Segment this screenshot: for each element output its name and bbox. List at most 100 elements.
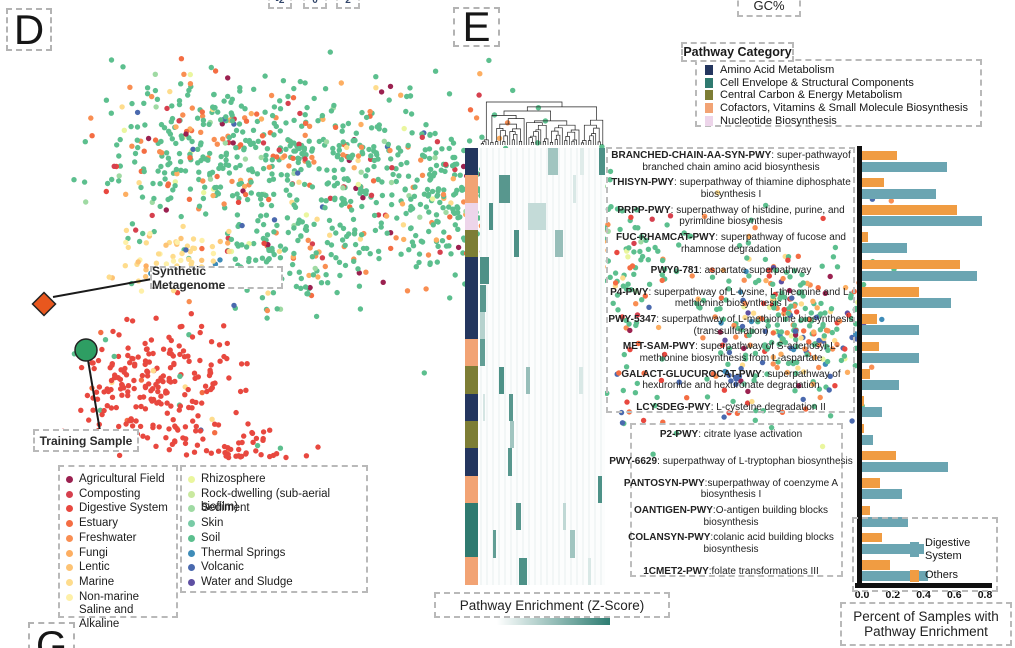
sample-dot [479, 134, 485, 140]
sample-dot [178, 81, 184, 87]
sample-dot [772, 300, 779, 306]
sample-dot [330, 150, 336, 156]
sample-dot [260, 140, 267, 146]
sample-dot [725, 286, 732, 292]
sample-dot [778, 329, 785, 335]
sample-dot [368, 153, 374, 159]
sample-dot [198, 129, 204, 135]
sample-dot [218, 153, 224, 160]
bar-legend-others-label: Others [925, 569, 959, 581]
sample-dot [632, 390, 639, 396]
sample-dot [628, 214, 634, 220]
sample-dot [311, 221, 317, 227]
sample-dot [725, 361, 731, 367]
sample-dot [109, 176, 115, 183]
sample-dot [217, 184, 224, 190]
sample-dot [834, 326, 840, 332]
legend-item-soil: Soil [182, 532, 366, 546]
sample-dot [289, 261, 296, 268]
sample-dot [719, 342, 726, 348]
sample-dot [188, 311, 194, 317]
sediment-color-dot [188, 505, 195, 513]
sample-dot [614, 206, 621, 212]
sample-dot [142, 406, 149, 412]
legend-item-lentic: Lentic [60, 561, 176, 575]
sample-dot [151, 195, 157, 202]
sample-dot [158, 401, 164, 407]
sample-dot [141, 168, 147, 175]
sample-dot [199, 113, 206, 119]
pathway-label-MET-SAM-PWY: MET-SAM-PWY: superpathway of S-adenosyl-… [622, 341, 840, 364]
sample-dot [326, 217, 333, 224]
sample-dot [283, 187, 289, 193]
sample-dot [116, 178, 122, 184]
sample-dot [197, 329, 203, 336]
sample-dot [737, 289, 744, 295]
sample-dot [137, 394, 143, 401]
sample-dot [315, 118, 321, 124]
sample-dot [363, 173, 369, 179]
sample-dot [770, 354, 776, 360]
pathway-enrichment-heatmap[interactable] [480, 148, 606, 585]
pathway-description: superpathway of L-tryptophan biosynthesi… [662, 456, 853, 468]
sample-dot [793, 370, 799, 377]
sample-dot [762, 328, 768, 334]
sample-dot [620, 275, 626, 281]
sample-dot [189, 259, 195, 265]
sample-dot [810, 381, 816, 387]
sample-dot [448, 251, 454, 257]
x-tick-0.4: 0.4 [916, 589, 931, 601]
sample-dot [259, 295, 266, 301]
sample-dot [155, 168, 161, 174]
sample-dot [210, 104, 216, 110]
sample-dot [844, 369, 851, 375]
sample-dot [134, 137, 140, 143]
legend-item-composting: Composting [60, 488, 176, 502]
sample-dot [357, 236, 364, 242]
heatmap-enrichment-streak [598, 148, 606, 176]
sample-dot [614, 249, 620, 256]
sample-dot [431, 170, 438, 176]
legend-label: Agricultural Field [79, 473, 165, 485]
sample-dot [412, 184, 418, 190]
sample-dot [277, 255, 284, 261]
sample-dot [424, 186, 431, 193]
sample-dot [535, 140, 541, 146]
sample-dot [695, 296, 701, 302]
synthetic-metagenome-marker [31, 291, 57, 317]
sample-dot [411, 193, 418, 199]
sample-dot [263, 212, 270, 218]
sample-dot [768, 424, 775, 431]
sample-dot [735, 325, 741, 331]
sample-dot [208, 386, 214, 393]
sample-dot [356, 270, 362, 276]
sample-dot [704, 394, 711, 400]
sample-dot [277, 445, 284, 451]
sample-dot [195, 146, 201, 152]
sample-dot [765, 323, 771, 329]
sample-dot [830, 254, 837, 260]
category-label: Nucleotide Biosynthesis [720, 114, 837, 127]
sample-dot [811, 403, 817, 410]
sample-dot [802, 346, 808, 352]
sample-dot [166, 128, 172, 134]
sample-dot [274, 222, 280, 229]
sample-dot [271, 104, 278, 110]
sample-dot [198, 140, 204, 146]
sample-dot [153, 315, 159, 321]
sample-dot [646, 304, 652, 310]
sample-dot [223, 152, 229, 158]
sample-dot [328, 242, 335, 248]
sample-dot [327, 195, 334, 201]
sample-dot [416, 251, 423, 257]
sample-dot [194, 115, 201, 121]
sample-dot [348, 198, 354, 205]
sample-dot [167, 88, 173, 95]
sample-dot [168, 195, 174, 201]
sample-dot [378, 224, 384, 230]
sample-dot [302, 120, 309, 127]
sample-dot [426, 209, 432, 215]
sample-dot [709, 267, 715, 273]
sample-dot [164, 105, 170, 112]
sample-dot [230, 140, 236, 146]
